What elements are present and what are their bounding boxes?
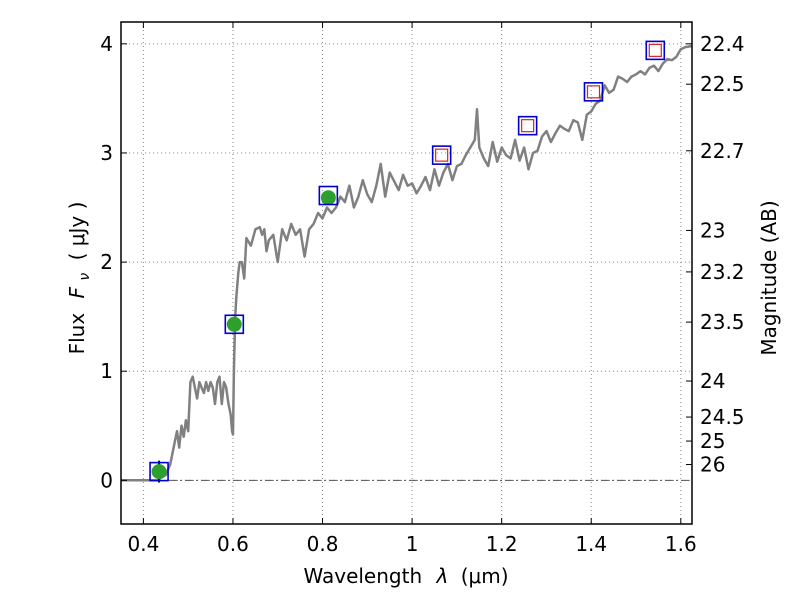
magnitude-tick-label: 22.5 [700, 72, 745, 96]
plot-frame [120, 21, 693, 525]
x-tick-label: 1.6 [665, 532, 697, 556]
detection-point [151, 464, 167, 480]
y-axis-label-symbol: F [65, 286, 89, 298]
y-tick-label: 0 [100, 468, 113, 492]
magnitude-tick-label: 24.5 [700, 405, 745, 429]
observed-photometry-point [435, 148, 449, 162]
magnitude-tick-label: 23 [700, 218, 725, 242]
magnitude-tick-label: 24 [700, 369, 725, 393]
y-axis-label-text: Flux [65, 313, 89, 355]
x-axis-label-unit: (μm) [461, 564, 509, 588]
x-tick-label: 1.4 [575, 532, 607, 556]
y-axis-label-unit: ( μJy ) [65, 202, 89, 261]
y-tick-label: 4 [100, 32, 113, 56]
model-photometry-point [583, 82, 604, 102]
magnitude-tick-label: 25 [700, 429, 725, 453]
detection-point [320, 190, 336, 206]
model-photometry-point [431, 145, 452, 165]
x-axis-label-text: Wavelength [303, 564, 422, 588]
model-spectrum-line [121, 44, 693, 482]
grid-lines [121, 22, 692, 524]
y-tick-label: 3 [100, 141, 113, 165]
model-photometry-point [318, 185, 339, 206]
x-tick-label: 0.6 [217, 532, 249, 556]
observed-photometry-point [648, 43, 662, 57]
y-tick-label: 1 [100, 359, 113, 383]
model-photometry-point [149, 461, 169, 482]
model-photometry-point [645, 40, 666, 61]
magnitude-tick-label: 23.2 [700, 260, 745, 284]
x-tick-label: 1.2 [486, 532, 518, 556]
observed-photometry-point [586, 85, 601, 99]
x-tick-label: 0.8 [307, 532, 339, 556]
photometry-points [149, 40, 666, 483]
detection-point [226, 316, 242, 332]
magnitude-tick-label: 26 [700, 453, 725, 477]
y-axis-label-subscript: ν [77, 273, 93, 281]
model-photometry-point [517, 115, 538, 136]
magnitude-axis-label: Magnitude (AB) [757, 200, 781, 355]
x-tick-label: 1 [406, 532, 419, 556]
y-tick-label: 2 [100, 250, 113, 274]
observed-photometry-point [521, 119, 535, 133]
magnitude-tick-label: 23.5 [700, 310, 745, 334]
y-axis-label: Flux F ν ( μJy ) [65, 202, 94, 355]
x-axis-label-symbol: λ [436, 564, 449, 588]
x-tick-label: 0.4 [127, 532, 159, 556]
x-axis-label: Wavelength λ (μm) [303, 564, 508, 588]
magnitude-tick-label: 22.4 [700, 32, 745, 56]
model-photometry-point [224, 314, 245, 335]
magnitude-tick-label: 22.7 [700, 139, 745, 163]
